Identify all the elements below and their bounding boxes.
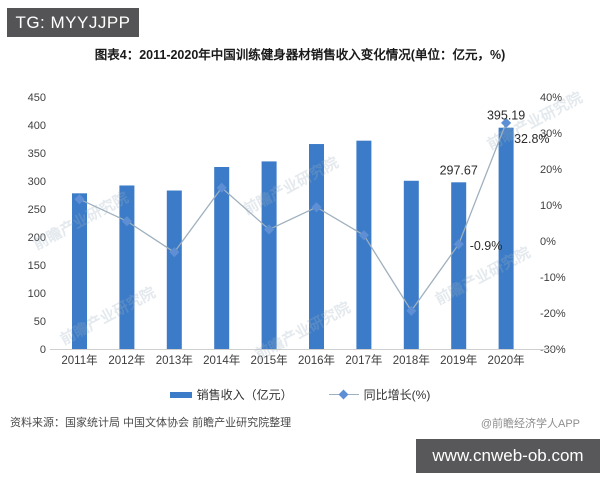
point-label: 32.8%	[514, 132, 549, 146]
left-axis-tick: 200	[28, 232, 46, 244]
left-axis-tick: 0	[40, 344, 46, 356]
point-label: 395.19	[487, 109, 525, 123]
point-label: -0.9%	[470, 239, 503, 253]
marker-2015年	[264, 224, 275, 235]
x-axis-label: 2016年	[298, 353, 335, 367]
left-axis-tick: 400	[28, 120, 46, 132]
legend-label-growth: 同比增长(%)	[363, 388, 431, 402]
chart-title: 图表4：2011-2020年中国训练健身器材销售收入变化情况(单位：亿元，%)	[94, 48, 506, 62]
x-axis-label: 2013年	[156, 353, 193, 367]
bar-2018年	[403, 180, 419, 349]
channel-badge: TG: MYYJJPP	[7, 8, 139, 37]
bar-2011年	[72, 193, 87, 349]
marker-2013年	[169, 247, 180, 258]
x-axis-label: 2019年	[440, 353, 477, 367]
legend-item-revenue: 销售收入（亿元）	[169, 386, 293, 403]
right-axis-tick: -20%	[540, 308, 566, 320]
x-axis-label: 2018年	[393, 353, 430, 367]
left-axis-tick: 350	[28, 148, 46, 160]
site-watermark-badge: www.cnweb-ob.com	[416, 439, 600, 473]
growth-line	[79, 122, 507, 312]
left-axis-tick: 300	[28, 176, 46, 188]
right-axis-tick: 0%	[540, 236, 556, 248]
bar-2015年	[261, 161, 277, 349]
bar-series-swatch	[169, 391, 192, 398]
bar-2017年	[356, 140, 372, 349]
author-credit: @前瞻经济学人APP	[480, 418, 580, 430]
combo-chart-svg: 050100150200250300350400450-30%-20%-10%0…	[28, 92, 566, 367]
marker-2018年	[406, 305, 417, 316]
bar-2014年	[214, 167, 230, 349]
channel-badge-text: TG: MYYJJPP	[15, 12, 131, 32]
right-axis-tick: 10%	[540, 200, 562, 212]
left-axis-tick: 450	[28, 92, 46, 104]
right-axis-tick: 40%	[540, 92, 562, 104]
chart-area: 前瞻产业研究院 前瞻产业研究院 前瞻产业研究院 前瞻产业研究院 前瞻产业研究院 …	[0, 80, 600, 380]
left-axis-tick: 100	[28, 288, 46, 300]
right-axis-tick: 30%	[540, 128, 562, 140]
left-axis-tick: 50	[34, 316, 46, 328]
right-axis-tick: 20%	[540, 164, 562, 176]
x-axis-label: 2017年	[345, 353, 382, 367]
bar-2012年	[119, 185, 135, 349]
legend-label-revenue: 销售收入（亿元）	[196, 388, 293, 402]
marker-2011年	[74, 194, 85, 205]
left-axis-tick: 150	[28, 260, 46, 272]
point-label: 297.67	[440, 163, 478, 177]
left-axis-tick: 250	[28, 204, 46, 216]
x-axis-label: 2012年	[108, 353, 145, 367]
bar-2013年	[166, 190, 182, 349]
right-axis-tick: -10%	[540, 272, 566, 284]
legend-item-growth: 同比增长(%)	[328, 386, 431, 403]
marker-2014年	[216, 182, 227, 193]
x-axis-label: 2011年	[61, 353, 97, 367]
x-axis-label: 2020年	[488, 353, 525, 367]
bar-2016年	[309, 144, 324, 349]
bar-2019年	[451, 182, 467, 349]
x-axis-label: 2014年	[203, 353, 240, 367]
x-axis-label: 2015年	[251, 353, 288, 367]
site-watermark-text: www.cnweb-ob.com	[432, 446, 584, 465]
line-series-swatch	[328, 389, 359, 400]
data-source-note: 资料来源：国家统计局 中国文体协会 前瞻产业研究院整理	[10, 417, 292, 429]
chart-legend: 销售收入（亿元） 同比增长(%)	[0, 386, 600, 403]
bar-2020年	[498, 127, 514, 349]
